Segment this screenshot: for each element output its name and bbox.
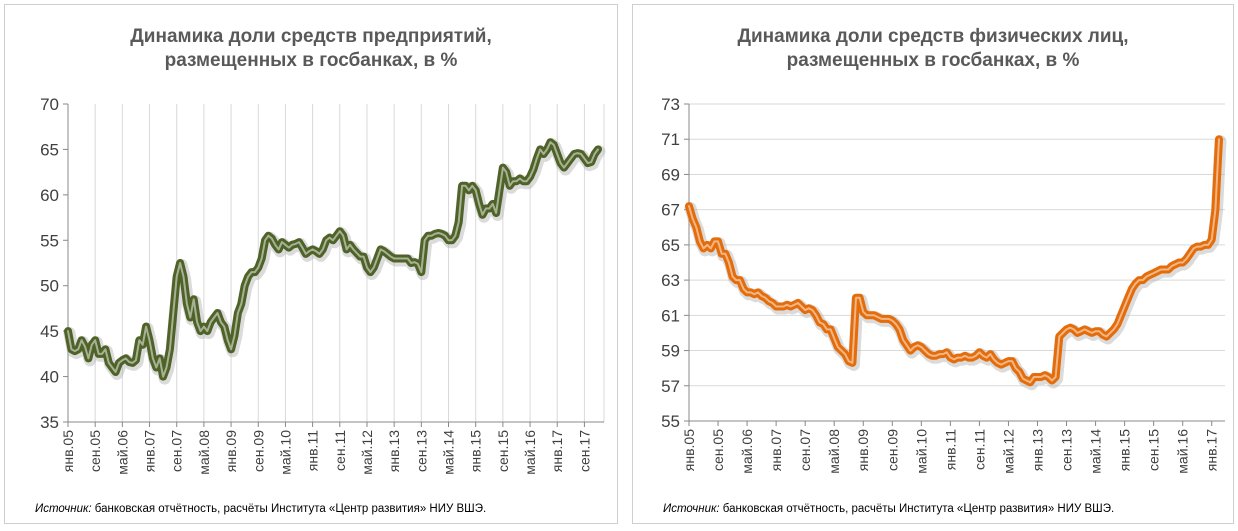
source-note: Источник: банковская отчётность, расчёты… — [35, 503, 486, 515]
y-tick-label: 65 — [661, 236, 680, 255]
x-tick-label: сен.11 — [971, 429, 987, 470]
y-tick-label: 73 — [661, 95, 680, 114]
source-prefix: Источник: — [663, 503, 720, 515]
x-tick-label: сен.09 — [250, 430, 266, 472]
x-tick-label: сен.17 — [576, 430, 592, 472]
x-tick-label: янв.05 — [681, 429, 697, 471]
x-tick-label: май.14 — [441, 430, 457, 475]
line-chart-enterprises: 35 40 45 50 55 60 65 70 янв.05 сен.05 май.06 янв.07… — [40, 95, 606, 475]
source-prefix: Источник: — [35, 503, 92, 515]
y-tick-label: 57 — [661, 377, 680, 396]
x-tick-label: сен.05 — [710, 429, 726, 471]
x-tick-label: сен.13 — [413, 430, 429, 472]
y-tick-label: 55 — [661, 412, 680, 431]
x-tick-label: май.06 — [114, 430, 130, 475]
y-tick-label: 63 — [661, 271, 680, 290]
x-tick-label: сен.13 — [1059, 429, 1075, 471]
y-tick-label: 65 — [40, 140, 59, 159]
y-tick-label: 69 — [661, 165, 680, 184]
x-tick-label: май.08 — [826, 429, 842, 474]
chart-title-line-2: размещенных в госбанках, в % — [164, 50, 458, 71]
y-tick-label: 71 — [661, 130, 680, 149]
chart-title-line-1: Динамика доли средств предприятий, — [130, 26, 492, 47]
x-tick-label: янв.07 — [768, 429, 784, 471]
x-tick-label: янв.15 — [468, 430, 484, 472]
x-tick-label: янв.09 — [855, 429, 871, 471]
chart-title: Динамика доли средств предприятий, разме… — [5, 25, 617, 73]
x-tick-label: янв.17 — [549, 430, 565, 472]
x-tick-label: сен.05 — [87, 430, 103, 472]
y-tick-label: 60 — [40, 186, 59, 205]
x-tick-label: сен.07 — [169, 430, 185, 472]
y-tick-label: 40 — [40, 368, 59, 387]
x-tick-label: май.12 — [1000, 429, 1016, 474]
line-chart-individuals: 55 57 59 61 63 65 67 69 71 73 янв.05 сен.05 май.06 ян… — [661, 95, 1235, 474]
series-line — [685, 135, 1223, 387]
y-tick-label: 67 — [661, 201, 680, 220]
x-tick-label: янв.11 — [942, 429, 958, 470]
y-tick-label: 35 — [40, 413, 59, 432]
y-tick-label: 45 — [40, 322, 59, 341]
y-tick-label: 61 — [661, 306, 680, 325]
x-tick-label: май.10 — [913, 429, 929, 474]
series-line — [64, 138, 602, 381]
x-tick-label: май.08 — [196, 430, 212, 475]
chart-title-line-1: Динамика доли средств физических лиц, — [737, 26, 1129, 47]
x-tick-label: май.06 — [739, 429, 755, 474]
y-tick-label: 50 — [40, 277, 59, 296]
chart-panel-enterprises: Динамика доли средств предприятий, разме… — [4, 4, 618, 524]
x-tick-label: янв.09 — [223, 430, 239, 472]
y-tick-label: 70 — [40, 95, 59, 114]
series-line-shadow — [684, 135, 1227, 391]
x-tick-label: май.14 — [1088, 429, 1104, 474]
chart-title-line-2: размещенных в госбанках, в % — [786, 50, 1080, 71]
x-tick-label: май.16 — [522, 430, 538, 475]
x-tick-label: янв.13 — [1029, 429, 1045, 471]
x-tick-label: сен.15 — [495, 430, 511, 472]
source-note: Источник: банковская отчётность, расчёты… — [663, 503, 1114, 515]
source-text: банковская отчётность, расчёты Института… — [91, 503, 487, 515]
x-tick-label: янв.13 — [386, 430, 402, 472]
x-tick-label: сен.11 — [332, 430, 348, 471]
y-tick-label: 59 — [661, 342, 680, 361]
x-tick-label: янв.15 — [1117, 429, 1133, 471]
chart-panel-individuals: Динамика доли средств физических лиц, ра… — [632, 4, 1235, 524]
y-tick-label: 55 — [40, 231, 59, 250]
x-tick-label: сен.17 — [1233, 429, 1235, 471]
x-tick-label: май.10 — [277, 430, 293, 475]
x-tick-label: янв.11 — [305, 430, 321, 471]
x-tick-label: янв.17 — [1204, 429, 1220, 471]
x-tick-label: май.12 — [359, 430, 375, 475]
chart-title: Динамика доли средств физических лиц, ра… — [633, 25, 1233, 73]
x-tick-label: май.16 — [1175, 429, 1191, 474]
x-tick-label: янв.07 — [142, 430, 158, 472]
x-tick-label: сен.07 — [797, 429, 813, 471]
x-tick-label: сен.09 — [884, 429, 900, 471]
source-text: банковская отчётность, расчёты Института… — [719, 503, 1115, 515]
series-line-highlight — [688, 138, 1220, 384]
series-line-highlight — [67, 141, 599, 378]
x-tick-label: сен.15 — [1146, 429, 1162, 471]
x-tick-label: янв.05 — [60, 430, 76, 472]
